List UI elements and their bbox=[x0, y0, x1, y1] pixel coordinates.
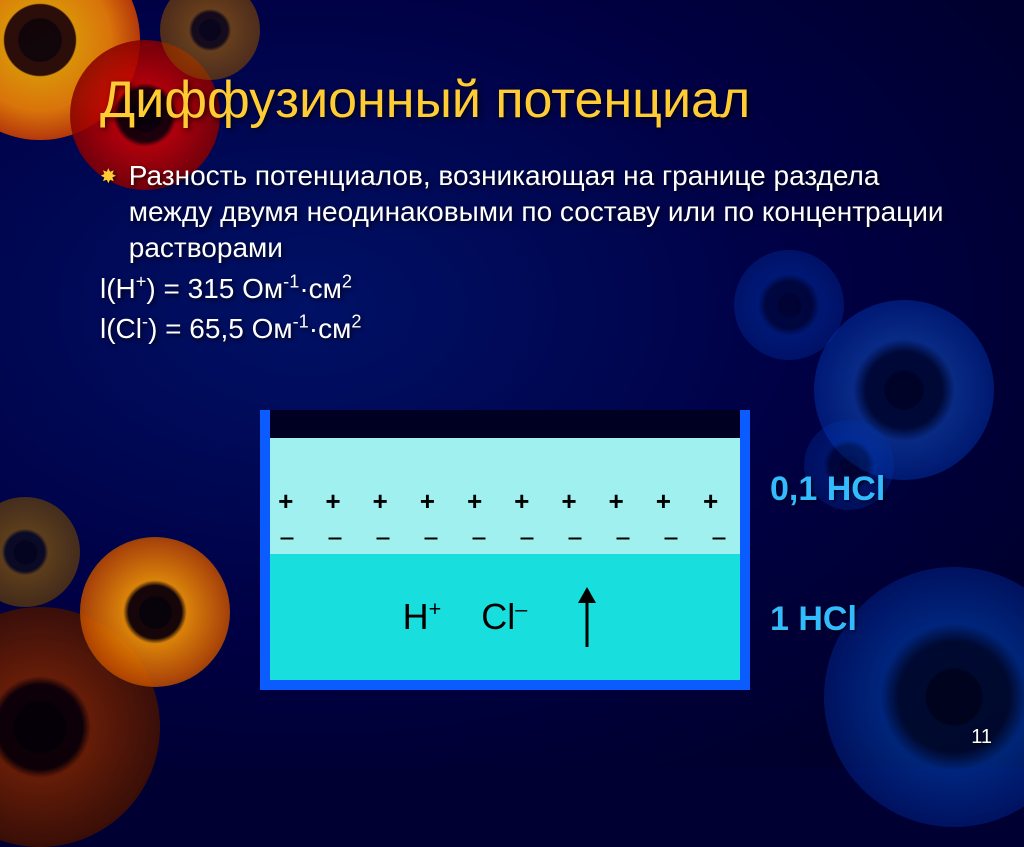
diffusion-diagram: + + + + + + + + + + + + + + + – – – – – … bbox=[260, 410, 900, 700]
lower-solution: H+ Cl– bbox=[270, 554, 740, 680]
slide-title: Диффузионный потенциал bbox=[100, 70, 954, 130]
slide-content: Диффузионный потенциал ✸ Разность потенц… bbox=[0, 0, 1024, 348]
vessel-outline: + + + + + + + + + + + + + + + – – – – – … bbox=[260, 410, 750, 690]
negative-charge-row: – – – – – – – – – – – – – – – bbox=[278, 522, 732, 556]
page-number: 11 bbox=[971, 726, 992, 749]
positive-charge-row: + + + + + + + + + + + + + + + bbox=[278, 488, 732, 518]
equation-line-1: l(H+) = 315 Ом-1·см2 bbox=[100, 269, 954, 308]
ion-h-label: H+ bbox=[403, 596, 442, 638]
ion-cl-label: Cl– bbox=[481, 596, 527, 638]
asterisk-icon: ✸ bbox=[100, 164, 117, 189]
bullet-item: ✸ Разность потенциалов, возникающая на г… bbox=[100, 158, 954, 265]
bullet-text: Разность потенциалов, возникающая на гра… bbox=[129, 158, 954, 265]
upper-solution: + + + + + + + + + + + + + + + – – – – – … bbox=[270, 438, 740, 554]
equation-line-2: l(Cl-) = 65,5 Ом-1·см2 bbox=[100, 309, 954, 348]
conc-label-top: 0,1 HCl bbox=[770, 470, 885, 509]
arrow-up-icon bbox=[567, 587, 607, 647]
conc-label-bottom: 1 HCl bbox=[770, 600, 857, 639]
deco-gear-icon bbox=[80, 537, 230, 687]
